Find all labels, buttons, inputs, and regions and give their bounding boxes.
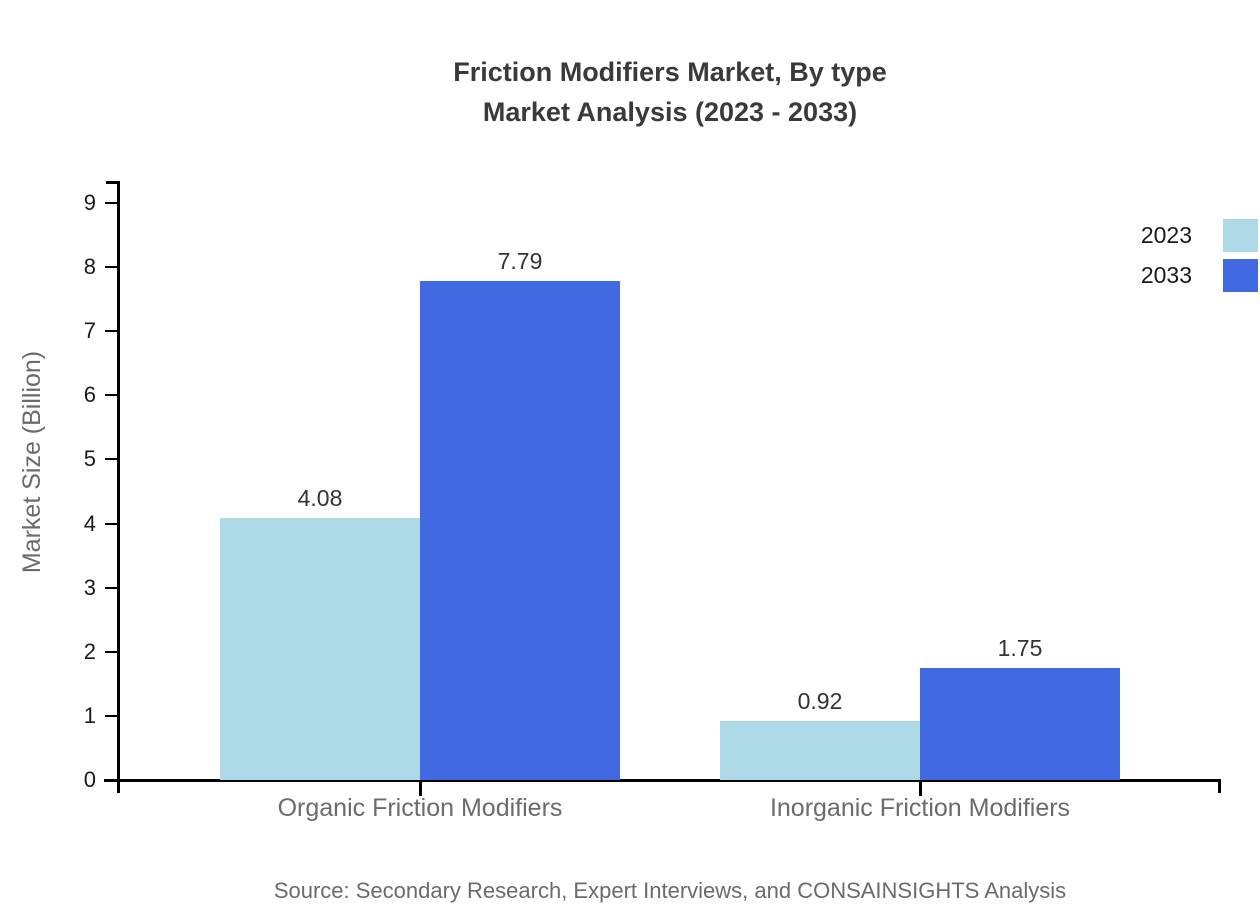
- bar-value-label: 0.92: [797, 688, 843, 715]
- legend-label: 2023: [1140, 222, 1192, 248]
- bar-value-label: 7.79: [497, 247, 543, 274]
- legend-item-2033: 2033: [1141, 259, 1258, 292]
- legend-swatch: [1223, 259, 1258, 292]
- x-category-label: Inorganic Friction Modifiers: [769, 794, 1071, 822]
- x-category-label: Organic Friction Modifiers: [277, 794, 563, 822]
- y-tick-label: 8: [83, 254, 96, 280]
- source-note: Source: Secondary Research, Expert Inter…: [273, 878, 1067, 903]
- x-axis-end-cap: [1218, 779, 1221, 793]
- y-tick-label: 7: [83, 318, 96, 344]
- y-axis-top-cap: [106, 181, 120, 184]
- legend-label: 2033: [1140, 262, 1192, 288]
- y-tick-label: 9: [83, 190, 96, 215]
- y-tick-label: 4: [83, 510, 96, 536]
- chart-title: Friction Modifiers Market, By type Marke…: [80, 52, 1260, 132]
- bar-value-label: 1.75: [997, 634, 1043, 661]
- y-tick-label: 5: [83, 446, 96, 472]
- y-tick-mark: [105, 330, 119, 333]
- y-tick-label: 3: [83, 574, 96, 600]
- y-tick-label: 6: [83, 382, 96, 408]
- y-tick-mark: [105, 650, 119, 653]
- y-tick-mark: [105, 714, 119, 717]
- legend-item-2023: 2023: [1141, 219, 1258, 252]
- y-tick-mark: [105, 266, 119, 269]
- y-tick-mark: [105, 779, 119, 781]
- chart-title-line-1: Friction Modifiers Market, By type: [453, 57, 887, 87]
- bar-value-label: 4.08: [297, 485, 343, 512]
- bar-2033: [420, 280, 620, 780]
- y-axis-line: [117, 181, 120, 793]
- y-tick-label: 2: [83, 638, 96, 664]
- legend: 2023 2033: [1141, 219, 1258, 292]
- legend-swatch: [1223, 219, 1258, 252]
- y-tick-mark: [105, 202, 119, 204]
- y-tick-mark: [105, 394, 119, 397]
- x-axis-line: [104, 779, 1221, 782]
- y-tick-label: 0: [83, 767, 96, 792]
- x-tick-mark: [919, 782, 922, 796]
- bar-2033: [920, 667, 1120, 780]
- x-tick-mark: [419, 782, 422, 796]
- bar-2023: [220, 518, 420, 780]
- bar-2023: [720, 721, 920, 780]
- y-tick-mark: [105, 522, 119, 525]
- chart-title-line-2: Market Analysis (2023 - 2033): [482, 97, 858, 127]
- y-tick-label: 1: [83, 702, 96, 728]
- y-tick-mark: [105, 458, 119, 461]
- y-tick-mark: [105, 586, 119, 589]
